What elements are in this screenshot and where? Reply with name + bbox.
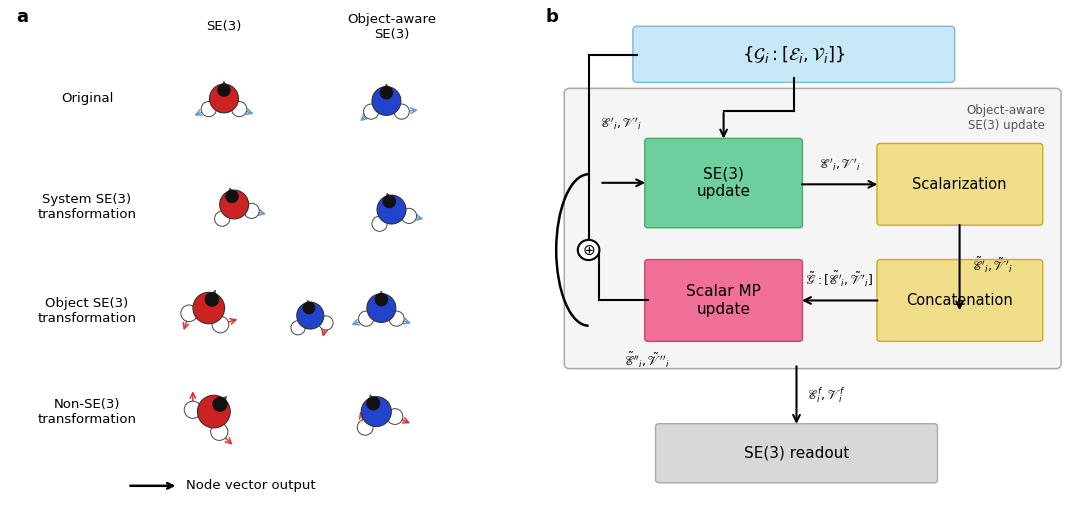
Circle shape (402, 209, 417, 224)
Circle shape (361, 396, 391, 427)
FancyBboxPatch shape (877, 143, 1043, 225)
Circle shape (215, 211, 230, 226)
Circle shape (383, 195, 395, 208)
Text: SE(3): SE(3) (206, 20, 242, 33)
Circle shape (387, 409, 403, 424)
Circle shape (213, 397, 227, 411)
Text: Non-SE(3)
transformation: Non-SE(3) transformation (38, 397, 136, 426)
Circle shape (193, 292, 225, 324)
Circle shape (357, 420, 373, 435)
Circle shape (180, 305, 198, 322)
Circle shape (372, 87, 401, 115)
Text: $\tilde{\mathscr{E}}'_i, \tilde{\mathscr{V}}'_i$: $\tilde{\mathscr{E}}'_i, \tilde{\mathscr… (972, 256, 1013, 275)
Circle shape (205, 293, 218, 306)
FancyBboxPatch shape (645, 260, 802, 341)
Circle shape (212, 316, 229, 333)
FancyBboxPatch shape (877, 260, 1043, 341)
Circle shape (297, 302, 324, 329)
Text: Concatenation: Concatenation (906, 293, 1013, 308)
Circle shape (291, 321, 306, 335)
Text: Scalar MP
update: Scalar MP update (686, 284, 761, 317)
Circle shape (367, 294, 395, 323)
Circle shape (185, 401, 202, 418)
Circle shape (226, 190, 238, 203)
Circle shape (231, 102, 247, 117)
Circle shape (198, 395, 230, 428)
Text: $\mathscr{E}'_i, \mathscr{V}'_i$: $\mathscr{E}'_i, \mathscr{V}'_i$ (819, 156, 861, 173)
Circle shape (359, 311, 374, 326)
Circle shape (244, 204, 259, 219)
Circle shape (201, 102, 216, 117)
Text: SE(3) readout: SE(3) readout (744, 445, 849, 461)
Text: Object-aware
SE(3) update: Object-aware SE(3) update (966, 104, 1045, 131)
FancyBboxPatch shape (656, 424, 937, 483)
Text: Original: Original (60, 92, 113, 105)
Circle shape (377, 195, 406, 224)
Text: $\oplus$: $\oplus$ (582, 242, 595, 258)
Circle shape (364, 104, 379, 119)
Circle shape (210, 84, 239, 113)
Circle shape (211, 423, 228, 440)
FancyBboxPatch shape (645, 138, 802, 228)
Text: b: b (545, 8, 558, 26)
Text: $\tilde{\mathscr{E}}''_i, \tilde{\mathscr{V}}''_i$: $\tilde{\mathscr{E}}''_i, \tilde{\mathsc… (624, 351, 670, 371)
Text: Scalarization: Scalarization (913, 177, 1007, 192)
Text: Node vector output: Node vector output (186, 479, 315, 492)
Text: $\tilde{\mathscr{G}}:[\tilde{\mathscr{E}}'_i,\tilde{\mathscr{V}}'_i]$: $\tilde{\mathscr{G}}:[\tilde{\mathscr{E}… (806, 269, 874, 289)
Circle shape (319, 316, 333, 330)
Text: a: a (16, 8, 28, 26)
Circle shape (219, 190, 248, 219)
Text: SE(3)
update: SE(3) update (697, 167, 751, 199)
Text: Object-aware
SE(3): Object-aware SE(3) (347, 13, 436, 40)
Circle shape (367, 397, 379, 410)
Text: System SE(3)
transformation: System SE(3) transformation (38, 193, 136, 221)
Circle shape (303, 302, 314, 314)
Text: $\{\mathcal{G}_i:[\mathcal{E}_i,\mathcal{V}_i]\}$: $\{\mathcal{G}_i:[\mathcal{E}_i,\mathcal… (742, 44, 846, 65)
Text: $\mathscr{E}'_i, \mathscr{V}'_i$: $\mathscr{E}'_i, \mathscr{V}'_i$ (599, 116, 643, 132)
Text: $\mathscr{E}^f_i, \mathscr{V}^f_i$: $\mathscr{E}^f_i, \mathscr{V}^f_i$ (807, 385, 847, 405)
Circle shape (380, 87, 392, 98)
Circle shape (375, 294, 388, 306)
Text: Object SE(3)
transformation: Object SE(3) transformation (38, 296, 136, 325)
Circle shape (218, 84, 230, 96)
Circle shape (389, 311, 404, 326)
FancyBboxPatch shape (564, 88, 1061, 369)
Circle shape (372, 216, 387, 231)
Circle shape (394, 104, 409, 119)
Circle shape (578, 240, 599, 260)
FancyBboxPatch shape (633, 26, 955, 82)
